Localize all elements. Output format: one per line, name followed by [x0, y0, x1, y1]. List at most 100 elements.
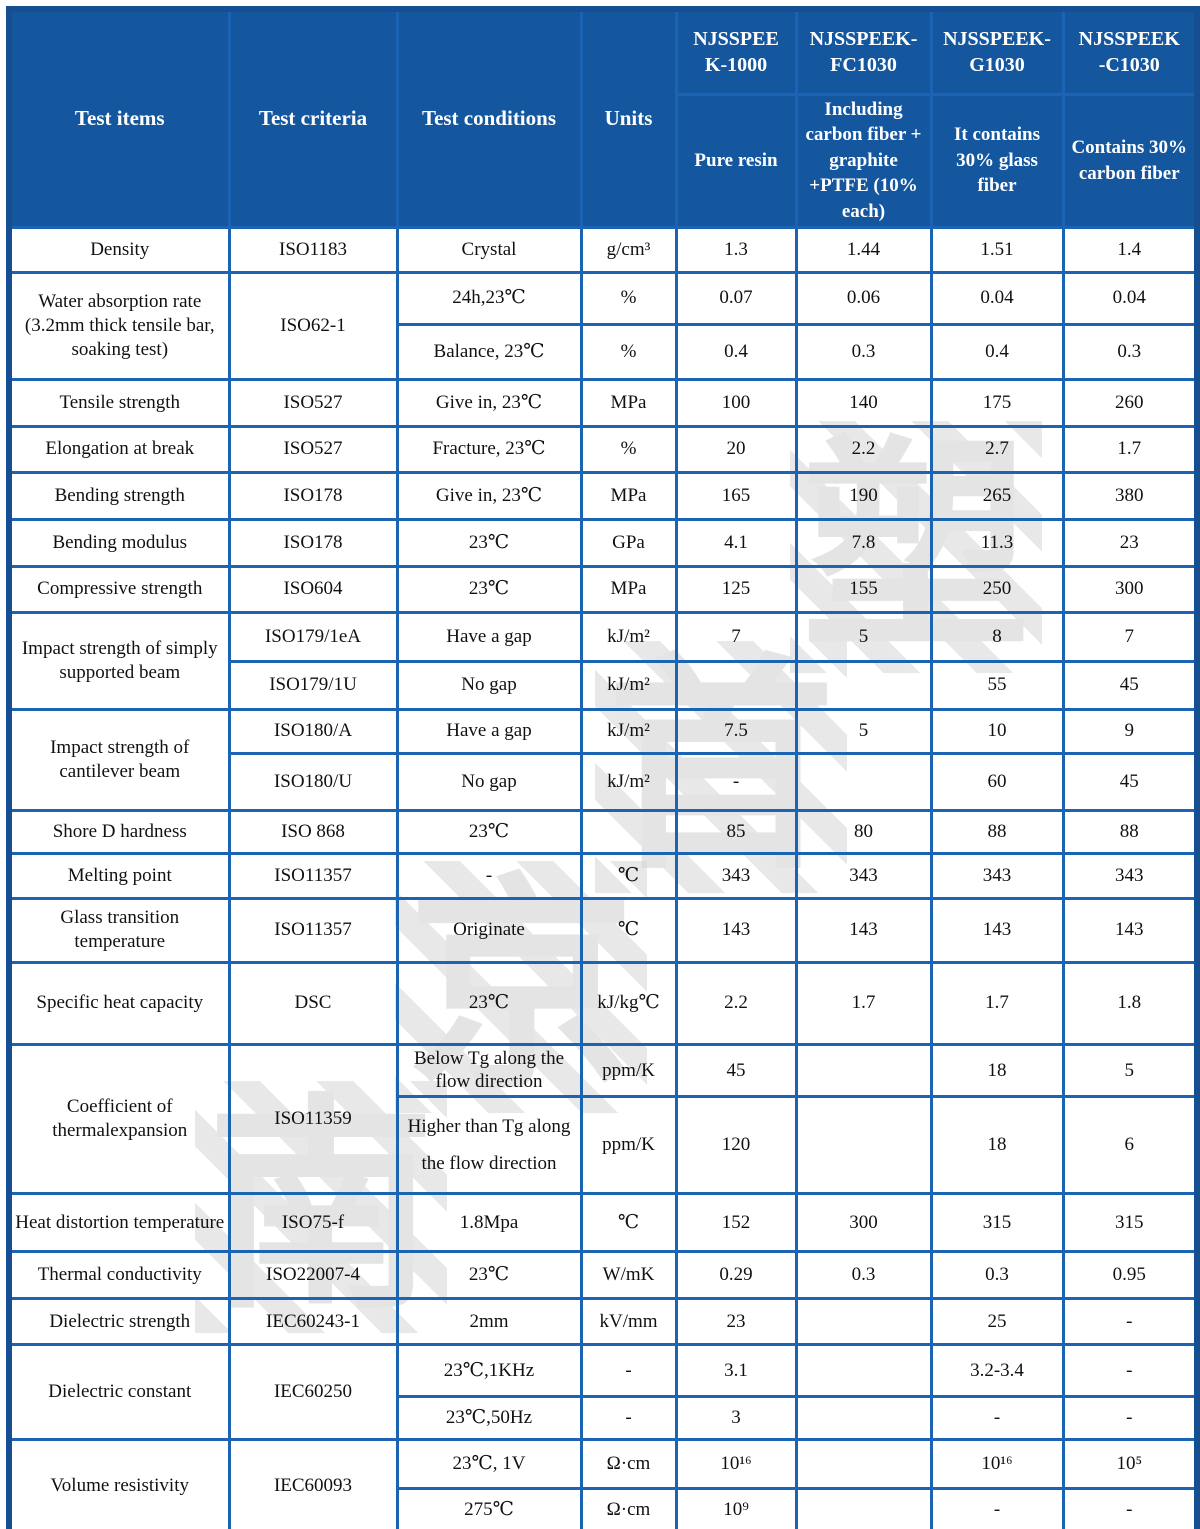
table-cell: 25	[929, 1297, 1065, 1347]
table-row: Impact strength of cantilever beam ISO180…	[7, 707, 1199, 812]
table-cell: Bending strength	[7, 470, 231, 521]
table-cell: 1.44	[794, 225, 933, 274]
table-cell: 175	[929, 377, 1065, 428]
table-cell: Thermal conductivity	[7, 1250, 231, 1301]
table-cell: 152	[674, 1192, 798, 1254]
table-cell: 23℃, 1V	[395, 1438, 583, 1491]
table-cell: ppm/K	[579, 1095, 678, 1196]
table-cell: DSC	[227, 960, 399, 1046]
table-cell: 5	[794, 610, 933, 663]
material-properties-table: Test items Test criteria Test conditions…	[6, 6, 1200, 1529]
col-header-units: Units	[579, 7, 678, 229]
table-cell: ISO22007-4	[227, 1250, 399, 1301]
table-cell: Heat distortion temperature	[7, 1192, 231, 1254]
table-cell: ISO179/1U	[227, 659, 399, 711]
table-cell: Below Tg along the flow direction	[395, 1042, 583, 1099]
table-cell	[794, 1095, 933, 1196]
table-cell: 0.3	[1061, 322, 1199, 381]
table-cell: -	[929, 1395, 1065, 1442]
table-cell: ISO527	[227, 424, 399, 474]
table-cell: 0.4	[674, 322, 798, 381]
table-cell: 23	[674, 1297, 798, 1347]
table-cell	[794, 1297, 933, 1347]
table-cell: 100	[674, 377, 798, 428]
material-desc-1: Pure resin	[674, 92, 798, 229]
table-cell: Have a gap	[395, 707, 583, 755]
table-cell: 80	[794, 808, 933, 855]
table-cell: 18	[929, 1042, 1065, 1099]
table-cell: %	[579, 270, 678, 326]
table-row: Coefficient of thermalexpansion ISO11359 B…	[7, 1042, 1199, 1196]
table-cell: Originate	[395, 896, 583, 964]
table-cell: IEC60243-1	[227, 1297, 399, 1347]
table-cell: 155	[794, 564, 933, 614]
table-cell: ℃	[579, 1192, 678, 1254]
table-cell: 8	[929, 610, 1065, 663]
table-row: Bending modulus ISO178 23℃ GPa 4.1 7.8 11.3 23	[7, 517, 1199, 568]
table-cell: 0.3	[794, 322, 933, 381]
table-cell: 343	[1061, 851, 1199, 900]
table-cell: ISO62-1	[227, 270, 399, 381]
table-cell	[794, 1438, 933, 1491]
table-cell: 7.8	[794, 517, 933, 568]
table-row: Impact strength of simply supported beam…	[7, 610, 1199, 711]
table-cell: 23℃,1KHz	[395, 1343, 583, 1399]
table-cell: ISO1183	[227, 225, 399, 274]
table-cell: 88	[929, 808, 1065, 855]
table-cell: 0.3	[929, 1250, 1065, 1301]
table-cell: Compressive strength	[7, 564, 231, 614]
table-cell	[674, 659, 798, 711]
table-cell: 10	[929, 707, 1065, 755]
table-cell: 343	[794, 851, 933, 900]
table-row: Melting point ISO11357- ℃ 343 343 343 343	[7, 851, 1199, 900]
table-row: Bending strength ISO178 Give in, 23℃ MPa 165…	[7, 470, 1199, 521]
table-cell: -	[1061, 1395, 1199, 1442]
table-cell: ISO 868	[227, 808, 399, 855]
table-cell: -	[395, 851, 583, 900]
table-cell: 0.95	[1061, 1250, 1199, 1301]
table-cell: -	[1061, 1343, 1199, 1399]
table-cell: ℃	[579, 896, 678, 964]
table-cell: 380	[1061, 470, 1199, 521]
table-cell: 1.8	[1061, 960, 1199, 1046]
table-cell: 6	[1061, 1095, 1199, 1196]
table-cell: 7	[1061, 610, 1199, 663]
table-cell: 23℃	[395, 808, 583, 855]
table-cell: 7.5	[674, 707, 798, 755]
table-cell: -	[929, 1487, 1065, 1529]
table-cell: ISO11357	[227, 896, 399, 964]
table-cell	[794, 1487, 933, 1529]
table-cell: 190	[794, 470, 933, 521]
table-cell: ISO11357	[227, 851, 399, 900]
table-cell: 143	[674, 896, 798, 964]
table-cell	[794, 1343, 933, 1399]
table-row: Thermal conductivity ISO22007-4 23℃ W/mK 0.2…	[7, 1250, 1199, 1301]
table-row: 23℃,50Hz -3- -	[9, 1395, 1199, 1442]
table-row: Shore D hardness ISO 868 23℃ 85 80 88 88	[7, 808, 1199, 855]
table-cell: Ω·cm	[579, 1438, 678, 1491]
table-cell: 1.3	[674, 225, 798, 274]
table-row: Balance, 23℃% 0.4 0.3 0.4 0.3	[9, 322, 1199, 381]
table-cell: kJ/kg℃	[579, 960, 678, 1046]
table-cell: 23℃	[395, 517, 583, 568]
table-cell: 5	[794, 707, 933, 755]
table-cell: 0.4	[929, 322, 1065, 381]
table-cell: 10⁵	[1061, 1438, 1199, 1491]
table-cell: 300	[1061, 564, 1199, 614]
table-cell: Balance, 23℃	[395, 322, 583, 381]
table-cell: Coefficient of thermalexpansion	[7, 1042, 231, 1196]
table-cell: 250	[929, 564, 1065, 614]
table-cell: 23℃	[395, 960, 583, 1046]
table-cell: 2.2	[674, 960, 798, 1046]
table-cell: 24h,23℃	[395, 270, 583, 326]
table-cell: IEC60093	[227, 1438, 399, 1529]
table-cell: 45	[1061, 751, 1199, 812]
table-cell: 140	[794, 377, 933, 428]
table-cell: Tensile strength	[7, 377, 231, 428]
table-row: Density ISO1183 Crystal g/cm³ 1.3 1.44 1.51 1.4	[7, 225, 1199, 274]
table-cell: 165	[674, 470, 798, 521]
col-header-test-items: Test items	[7, 7, 231, 229]
table-row: 275℃ Ω·cm 10⁹ - -	[9, 1487, 1199, 1529]
table-cell: 23℃,50Hz	[395, 1395, 583, 1442]
table-cell: MPa	[579, 564, 678, 614]
